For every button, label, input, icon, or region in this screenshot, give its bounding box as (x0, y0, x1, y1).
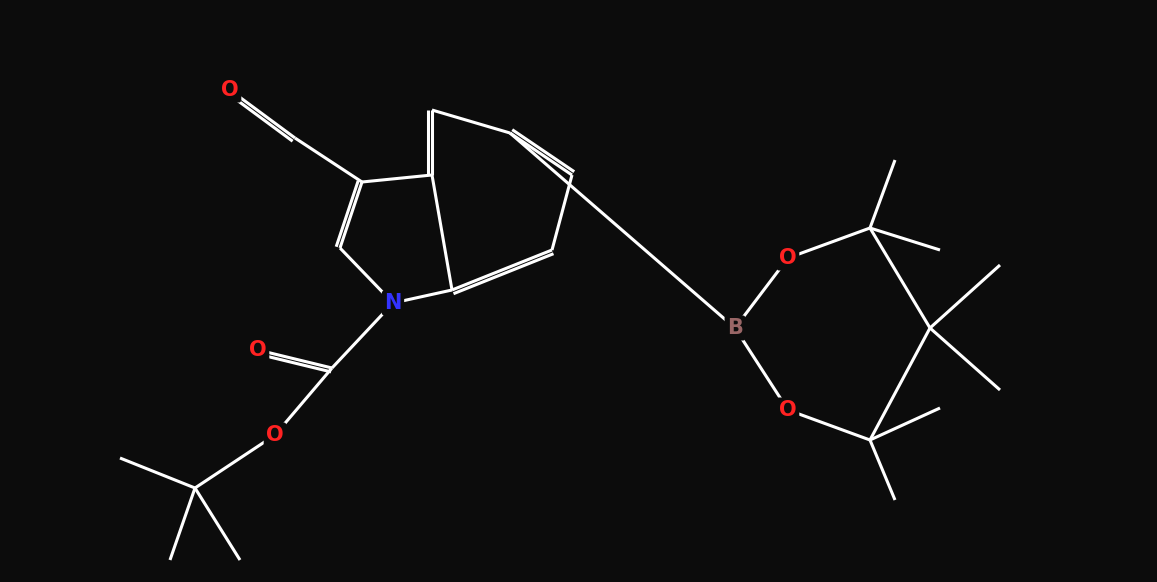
Text: B: B (727, 318, 743, 338)
Text: N: N (384, 293, 401, 313)
Text: O: O (779, 400, 797, 420)
Text: O: O (249, 340, 267, 360)
Text: O: O (221, 80, 238, 100)
Text: O: O (779, 248, 797, 268)
Text: O: O (266, 425, 283, 445)
